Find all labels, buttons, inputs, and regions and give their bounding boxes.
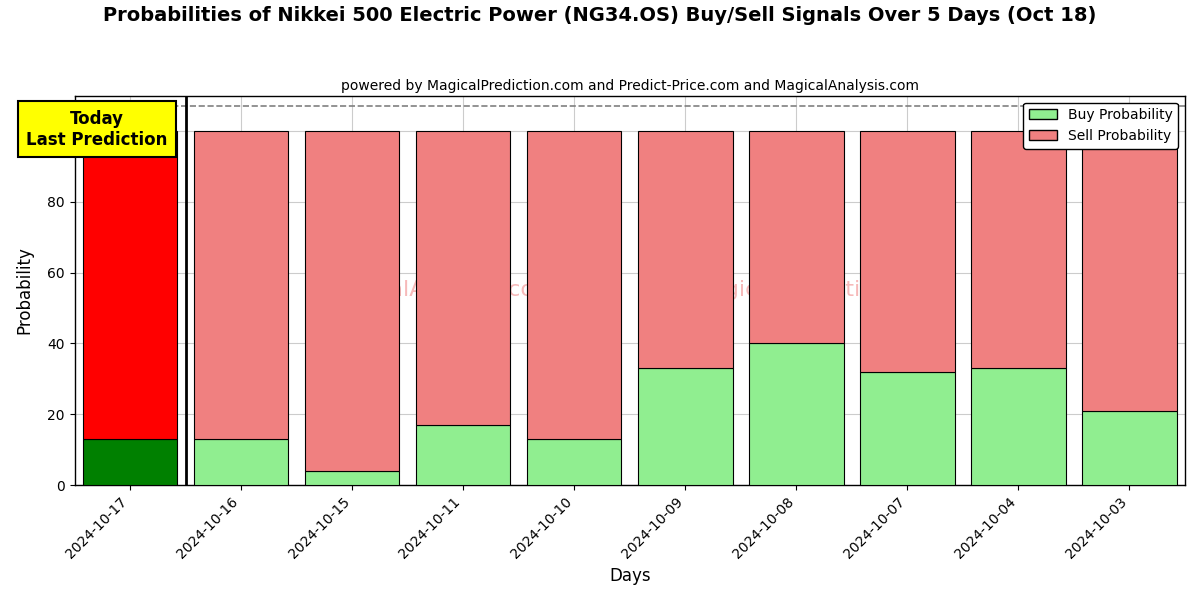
Title: powered by MagicalPrediction.com and Predict-Price.com and MagicalAnalysis.com: powered by MagicalPrediction.com and Pre… <box>341 79 919 93</box>
Bar <box>749 343 844 485</box>
Bar <box>416 425 510 485</box>
Bar <box>860 131 955 372</box>
Bar <box>194 439 288 485</box>
Y-axis label: Probability: Probability <box>16 247 34 334</box>
Bar <box>83 131 178 439</box>
Bar <box>971 368 1066 485</box>
Bar <box>194 131 288 439</box>
Bar <box>749 131 844 343</box>
Bar <box>638 368 732 485</box>
Text: MagicalAnalysis.com: MagicalAnalysis.com <box>325 280 557 301</box>
Bar <box>971 131 1066 368</box>
Bar <box>1082 131 1177 411</box>
Text: MagicalPrediction.com: MagicalPrediction.com <box>694 280 944 301</box>
Bar <box>305 131 400 471</box>
Bar <box>416 131 510 425</box>
X-axis label: Days: Days <box>610 567 650 585</box>
Bar <box>1082 411 1177 485</box>
Bar <box>305 471 400 485</box>
Legend: Buy Probability, Sell Probability: Buy Probability, Sell Probability <box>1024 103 1178 149</box>
Bar <box>527 131 622 439</box>
Bar <box>638 131 732 368</box>
Bar <box>860 372 955 485</box>
Bar <box>83 439 178 485</box>
Bar <box>527 439 622 485</box>
Text: Probabilities of Nikkei 500 Electric Power (NG34.OS) Buy/Sell Signals Over 5 Day: Probabilities of Nikkei 500 Electric Pow… <box>103 6 1097 25</box>
Text: Today
Last Prediction: Today Last Prediction <box>26 110 168 149</box>
